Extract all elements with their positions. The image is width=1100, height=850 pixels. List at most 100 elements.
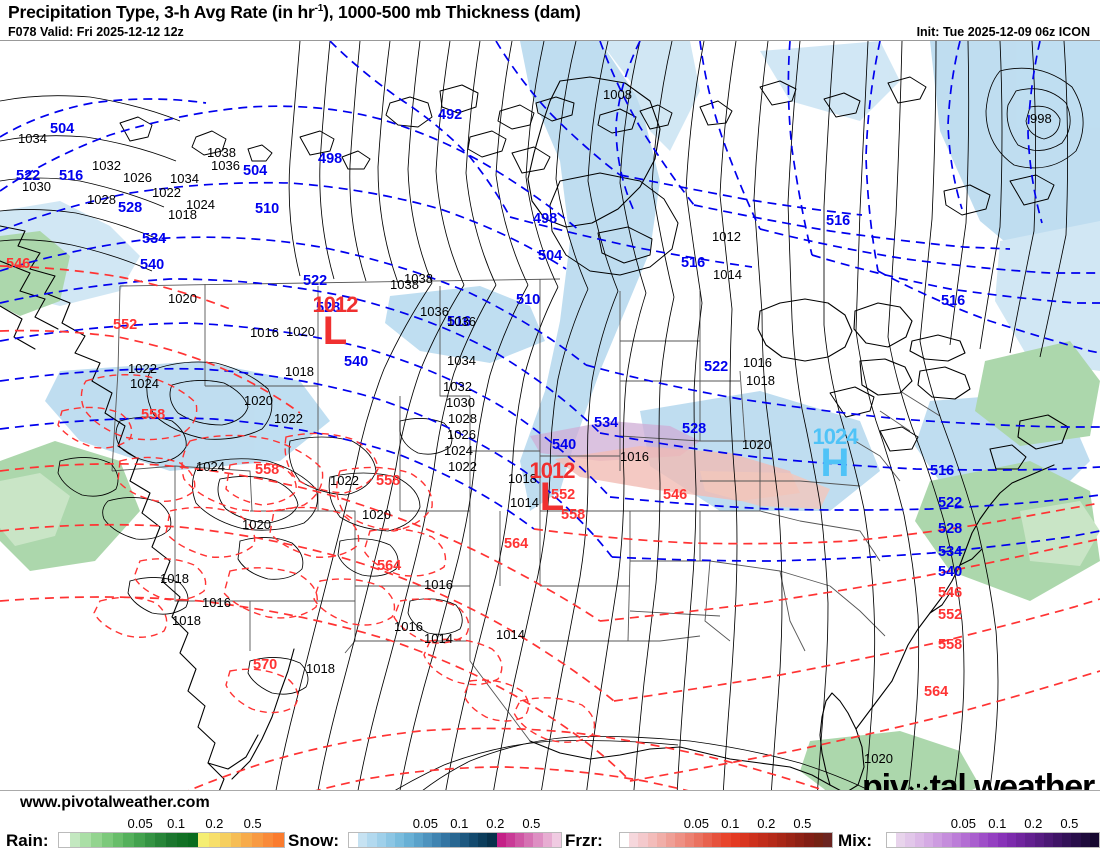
svg-text:1024: 1024: [130, 376, 159, 391]
legend-swatch: [496, 833, 506, 847]
legend-swatch: [251, 833, 263, 847]
legend-swatch: [241, 833, 252, 847]
legend-tick-label: 0.1: [988, 816, 1007, 831]
legend-swatch: [59, 833, 70, 847]
forecast-valid-text: F078 Valid: Fri 2025-12-12 12z: [8, 25, 184, 39]
legend-swatch: [684, 833, 694, 847]
page-title-main: Precipitation Type, 3-h Avg Rate (in hr: [8, 2, 315, 22]
svg-text:1036: 1036: [211, 158, 240, 173]
legend-swatch: [441, 833, 451, 847]
svg-text:1020: 1020: [242, 517, 271, 532]
colorbar-legend: Rain: 0.05 0.1 0.2 0.5 Snow: 0.05 0.1 0.2 0.5 …: [0, 816, 1100, 850]
legend-swatch: [91, 833, 102, 847]
legend-swatch: [450, 833, 460, 847]
legend-ticks-mix: 0.05 0.1 0.2 0.5: [886, 816, 1098, 832]
svg-text:1018: 1018: [285, 364, 314, 379]
legend-colorbar-mix[interactable]: [886, 832, 1100, 848]
svg-text:516: 516: [59, 168, 83, 184]
legend-label-snow: Snow:: [288, 831, 339, 850]
legend-swatch: [647, 833, 657, 847]
legend-swatch: [620, 833, 630, 847]
svg-text:516: 516: [447, 314, 471, 330]
svg-text:1038: 1038: [390, 277, 419, 292]
svg-text:504: 504: [243, 163, 267, 179]
legend-swatch: [969, 833, 980, 847]
legend-swatch: [524, 833, 534, 847]
legend-tick-label: 0.2: [757, 816, 776, 831]
legend-swatch: [629, 833, 639, 847]
legend-colorbar-rain[interactable]: [58, 832, 285, 848]
legend-swatch: [123, 833, 135, 847]
legend-swatch: [813, 833, 823, 847]
svg-text:528: 528: [938, 521, 962, 537]
legend-tick-label: 0.5: [243, 816, 262, 831]
svg-text:546: 546: [6, 256, 30, 272]
legend-swatch: [785, 833, 796, 847]
legend-tick-label: 0.05: [412, 816, 439, 831]
low-marker-glyph: L: [539, 475, 565, 519]
legend-tick-label: 0.1: [167, 816, 186, 831]
svg-text:564: 564: [504, 536, 528, 552]
svg-text:1032: 1032: [92, 158, 121, 173]
svg-text:498: 498: [318, 151, 342, 167]
pressure-value: 1012: [312, 292, 359, 317]
svg-text:1014: 1014: [496, 627, 525, 642]
legend-swatch: [358, 833, 368, 847]
model-init-text: Init: Tue 2025-12-09 06z ICON: [916, 25, 1090, 39]
pressure-center-low-1[interactable]: 1012 L: [300, 292, 370, 352]
thickness-cold-contour-layer: [0, 41, 1100, 562]
svg-text:522: 522: [938, 495, 962, 511]
svg-text:1016: 1016: [202, 595, 231, 610]
legend-swatch: [219, 833, 231, 847]
thickness-label-layer: 492 498 498 504 504 504 510 510 516 516 …: [6, 107, 965, 813]
svg-text:1024: 1024: [444, 443, 473, 458]
legend-group-frzr: Frzr: 0.05 0.1 0.2 0.5: [565, 816, 833, 850]
legend-group-mix: Mix: 0.05 0.1 0.2 0.5: [838, 816, 1100, 850]
legend-colorbar-frzr[interactable]: [619, 832, 833, 848]
svg-text:1016: 1016: [743, 355, 772, 370]
legend-swatch: [144, 833, 156, 847]
legend-tick-label: 0.05: [950, 816, 977, 831]
pressure-value: 1024: [812, 424, 859, 449]
legend-colorbar-snow[interactable]: [348, 832, 562, 848]
svg-text:998: 998: [1030, 111, 1052, 126]
pressure-center-low-2[interactable]: 1012 L: [517, 458, 587, 519]
svg-text:510: 510: [255, 201, 279, 217]
legend-swatch: [1062, 833, 1072, 847]
legend-swatch: [721, 833, 731, 847]
legend-swatch: [505, 833, 515, 847]
svg-text:1018: 1018: [160, 571, 189, 586]
svg-text:546: 546: [938, 585, 962, 601]
svg-text:1022: 1022: [274, 411, 303, 426]
legend-swatch: [1016, 833, 1026, 847]
high-marker-glyph: H: [820, 441, 850, 485]
legend-swatch: [804, 833, 814, 847]
svg-text:1014: 1014: [424, 631, 453, 646]
svg-text:528: 528: [118, 200, 142, 216]
page-title: Precipitation Type, 3-h Avg Rate (in hr-…: [8, 2, 581, 23]
legend-swatch: [404, 833, 414, 847]
svg-text:540: 540: [938, 564, 962, 580]
svg-text:1022: 1022: [152, 185, 181, 200]
svg-text:1022: 1022: [448, 459, 477, 474]
legend-swatch: [198, 833, 210, 847]
thickness-warm-contour-layer: [0, 265, 1100, 813]
svg-text:510: 510: [516, 292, 540, 308]
pressure-value: 1012: [529, 458, 576, 483]
svg-text:1036: 1036: [420, 304, 449, 319]
legend-swatch: [712, 833, 722, 847]
svg-text:516: 516: [826, 213, 850, 229]
legend-swatch: [69, 833, 81, 847]
svg-text:564: 564: [377, 558, 401, 574]
legend-swatch: [1071, 833, 1081, 847]
page-title-tail: ), 1000-500 mb Thickness (dam): [323, 2, 581, 22]
legend-swatch: [551, 833, 562, 847]
pressure-center-high-1[interactable]: 1024 H: [800, 424, 870, 485]
coastline-layer: [0, 76, 1069, 813]
svg-text:498: 498: [533, 211, 557, 227]
map-canvas[interactable]: 492 498 498 504 504 504 510 510 516 516 …: [0, 40, 1100, 813]
legend-ticks-rain: 0.05 0.1 0.2 0.5: [58, 816, 283, 832]
svg-text:1028: 1028: [448, 411, 477, 426]
map-header: Precipitation Type, 3-h Avg Rate (in hr-…: [0, 0, 1100, 40]
legend-swatch: [666, 833, 676, 847]
